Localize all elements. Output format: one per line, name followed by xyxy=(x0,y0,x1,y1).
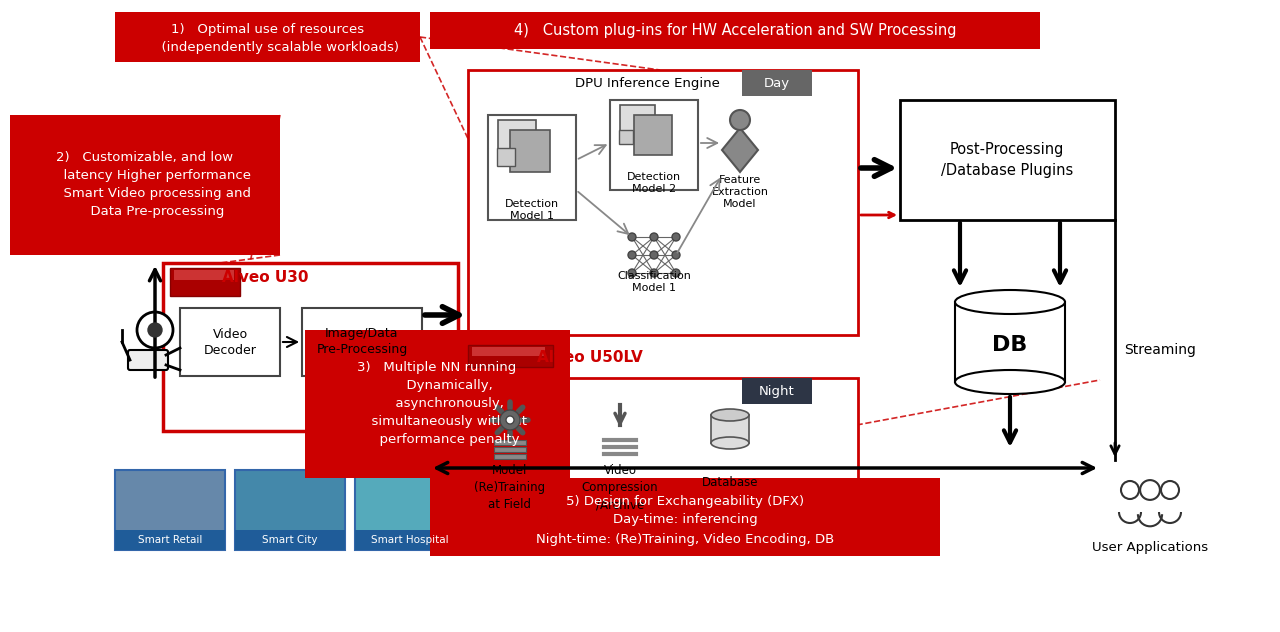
Text: Detection
Model 1: Detection Model 1 xyxy=(504,199,559,221)
Text: Smart Hospital: Smart Hospital xyxy=(371,535,449,545)
Circle shape xyxy=(628,233,636,241)
Ellipse shape xyxy=(710,437,749,449)
Bar xyxy=(488,115,576,220)
Bar xyxy=(634,115,672,155)
Circle shape xyxy=(137,312,173,348)
Text: Feature
Extraction
Model: Feature Extraction Model xyxy=(712,174,768,209)
Text: Smart City: Smart City xyxy=(262,535,317,545)
Bar xyxy=(494,454,526,459)
Text: Night: Night xyxy=(759,384,795,398)
Circle shape xyxy=(500,410,520,430)
Circle shape xyxy=(730,110,750,130)
FancyBboxPatch shape xyxy=(128,350,168,370)
Bar xyxy=(236,470,346,550)
Ellipse shape xyxy=(710,409,749,421)
Circle shape xyxy=(148,323,163,337)
Text: Video
Compression
/Archive: Video Compression /Archive xyxy=(581,465,658,511)
Bar xyxy=(494,440,526,445)
Bar xyxy=(472,347,545,356)
Bar xyxy=(742,70,812,96)
Bar xyxy=(494,447,526,452)
Bar xyxy=(620,105,655,137)
Bar xyxy=(236,530,346,550)
Text: 2)   Customizable, and low
      latency Higher performance
      Smart Video pr: 2) Customizable, and low latency Higher … xyxy=(38,152,251,219)
Bar xyxy=(115,530,225,550)
Bar xyxy=(742,378,812,404)
Text: Streaming: Streaming xyxy=(1124,343,1196,357)
Text: Alveo U30: Alveo U30 xyxy=(221,270,308,286)
Bar xyxy=(468,378,858,538)
Bar xyxy=(430,12,1039,49)
Circle shape xyxy=(628,269,636,277)
Circle shape xyxy=(672,269,680,277)
Text: Model
(Re)Training
at Field: Model (Re)Training at Field xyxy=(475,465,545,511)
Text: DB: DB xyxy=(992,335,1028,355)
Ellipse shape xyxy=(955,370,1065,394)
Text: 1)   Optimal use of resources
      (independently scalable workloads): 1) Optimal use of resources (independent… xyxy=(137,23,399,54)
Circle shape xyxy=(1140,480,1160,500)
Circle shape xyxy=(628,251,636,259)
Ellipse shape xyxy=(955,290,1065,314)
Bar xyxy=(468,70,858,335)
Bar xyxy=(163,263,458,431)
Circle shape xyxy=(1121,481,1139,499)
Bar xyxy=(498,120,536,158)
Bar xyxy=(955,302,1065,382)
Text: Video
Decoder: Video Decoder xyxy=(204,327,256,356)
Bar xyxy=(115,12,420,62)
Circle shape xyxy=(1161,481,1179,499)
Bar xyxy=(170,268,241,296)
Text: Post-Processing
/Database Plugins: Post-Processing /Database Plugins xyxy=(941,142,1073,178)
Text: Alveo U50LV: Alveo U50LV xyxy=(538,351,643,365)
Circle shape xyxy=(650,269,658,277)
Bar xyxy=(900,100,1115,220)
Circle shape xyxy=(650,251,658,259)
Text: Classification
Model 1: Classification Model 1 xyxy=(617,270,691,293)
Bar xyxy=(115,470,225,550)
Bar xyxy=(10,115,280,255)
Text: Database: Database xyxy=(701,477,758,490)
Text: 4)   Custom plug-ins for HW Acceleration and SW Processing: 4) Custom plug-ins for HW Acceleration a… xyxy=(513,23,956,37)
Bar xyxy=(710,415,749,443)
Bar xyxy=(509,130,550,172)
Bar xyxy=(174,270,234,280)
Circle shape xyxy=(672,233,680,241)
Text: Image/Data
Pre-Processing: Image/Data Pre-Processing xyxy=(316,327,407,356)
Bar xyxy=(430,478,940,556)
Text: User Applications: User Applications xyxy=(1092,542,1208,554)
Text: Day: Day xyxy=(764,76,790,90)
Circle shape xyxy=(506,416,515,424)
Bar xyxy=(180,308,280,376)
Text: 5) Design for Exchangeability (DFX)
Day-time: inferencing
Night-time: (Re)Traini: 5) Design for Exchangeability (DFX) Day-… xyxy=(536,494,835,545)
Text: DPU Inference Engine: DPU Inference Engine xyxy=(575,78,719,90)
Circle shape xyxy=(672,251,680,259)
Circle shape xyxy=(650,233,658,241)
Bar xyxy=(611,100,698,190)
Text: Smart Retail: Smart Retail xyxy=(138,535,202,545)
Bar xyxy=(355,470,465,550)
Bar xyxy=(355,530,465,550)
Bar xyxy=(468,345,553,367)
Text: 3)   Multiple NN running
      Dynamically,
      asynchronously,
      simultan: 3) Multiple NN running Dynamically, asyn… xyxy=(347,362,527,446)
Polygon shape xyxy=(722,128,758,172)
Bar xyxy=(497,148,515,166)
Bar xyxy=(620,130,634,144)
Bar xyxy=(302,308,422,376)
Bar xyxy=(305,330,570,478)
Text: Detection
Model 2: Detection Model 2 xyxy=(627,172,681,194)
